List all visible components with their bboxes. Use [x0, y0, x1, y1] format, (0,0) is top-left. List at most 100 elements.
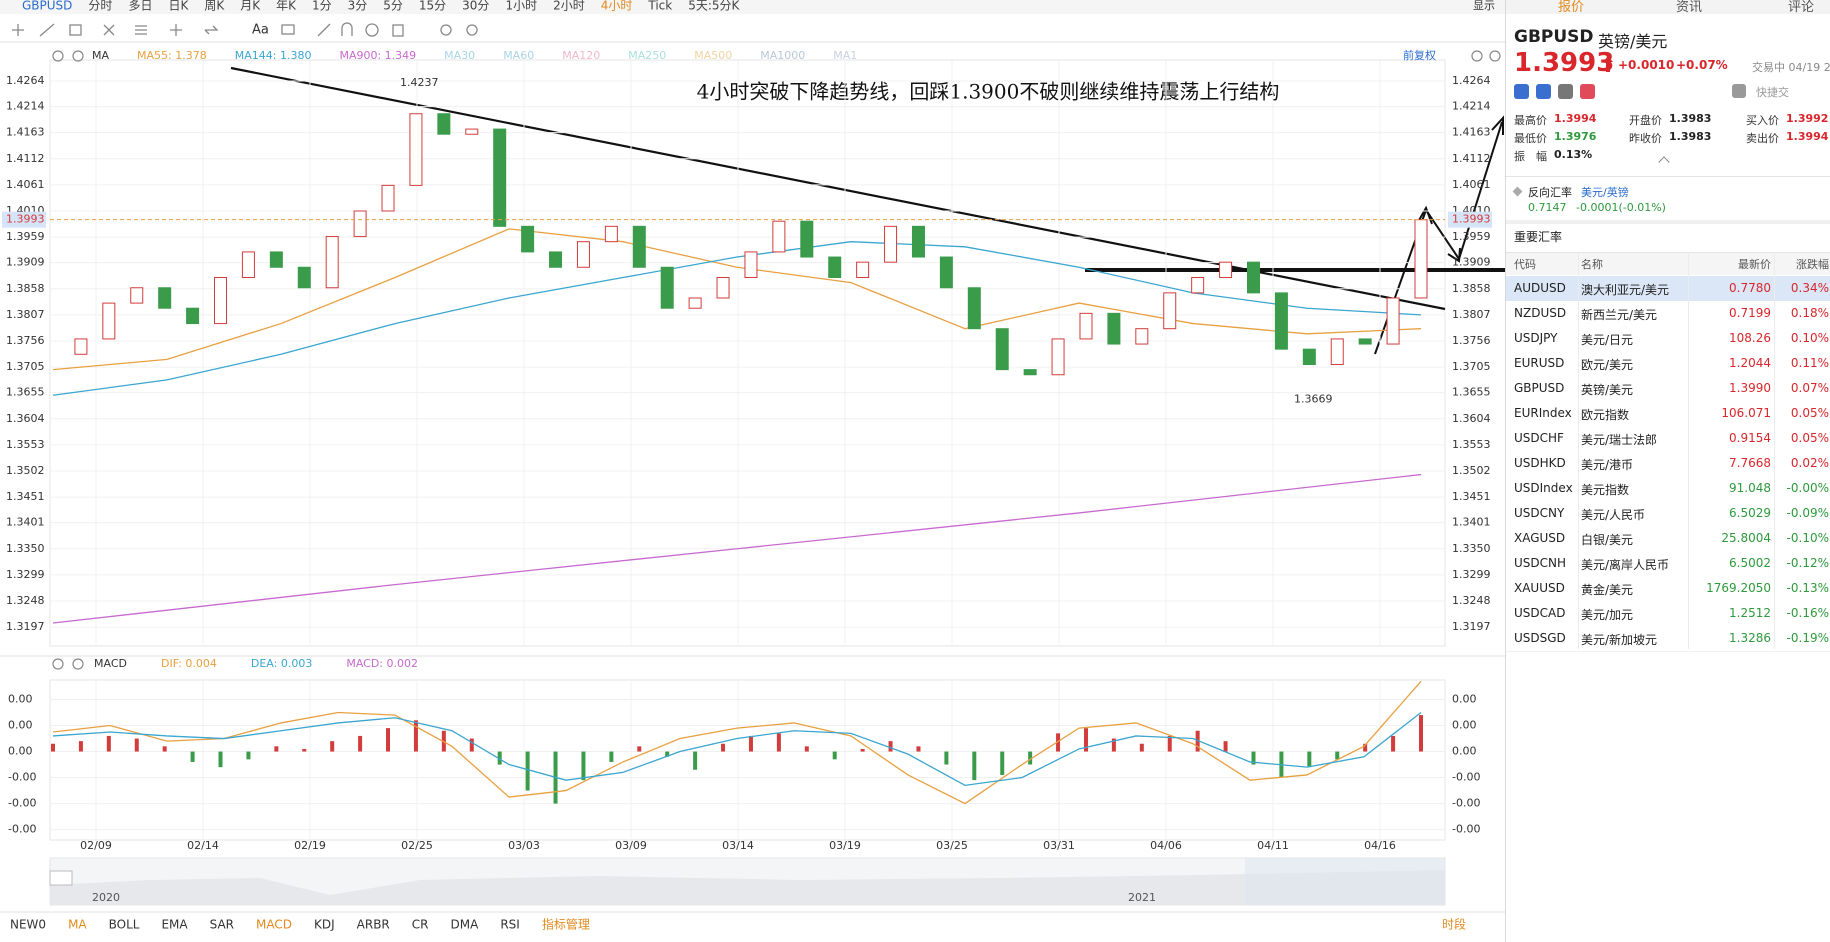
indicator-tab[interactable]: BOLL — [109, 918, 140, 932]
bell-icon[interactable] — [1732, 84, 1746, 98]
period-button[interactable]: 周K — [204, 0, 225, 13]
y-tick-label-right: -0.00 — [1452, 771, 1480, 784]
macd-bar — [1167, 735, 1172, 752]
reverse-pair[interactable]: 美元/英镑 — [1581, 186, 1629, 199]
period-button[interactable]: 5分 — [383, 0, 403, 13]
ma-legend[interactable]: MA120 — [562, 49, 600, 62]
ma-legend[interactable]: MA900: 1.349 — [339, 49, 416, 62]
display-menu[interactable]: 显示 — [1473, 0, 1495, 12]
period-button[interactable]: 15分 — [419, 0, 446, 13]
ma-legend[interactable]: MA144: 1.380 — [235, 49, 312, 62]
indicator-tab[interactable]: SAR — [210, 918, 234, 932]
action-icon[interactable] — [1558, 84, 1573, 99]
table-row[interactable] — [1506, 451, 1830, 477]
panel-controls[interactable] — [52, 50, 1501, 670]
drawing-tools[interactable] — [12, 22, 478, 37]
y-tick-label: 0.00 — [8, 719, 33, 732]
ma-legend[interactable]: MA — [92, 49, 109, 62]
period-button[interactable]: 多日 — [128, 0, 152, 13]
ma-legend[interactable]: MA250 — [628, 49, 666, 62]
code: AUDUSD — [1514, 281, 1566, 295]
panel-tab[interactable]: 资讯 — [1676, 0, 1703, 15]
indicator-tab[interactable]: NEW0 — [10, 918, 46, 932]
indicator-tab[interactable]: RSI — [500, 918, 520, 932]
macd-legend[interactable]: MACD — [94, 657, 127, 670]
ma-legend[interactable]: MA1 — [833, 49, 857, 62]
period-button[interactable]: 月K — [240, 0, 261, 13]
macd-legend[interactable]: MACD: 0.002 — [346, 657, 418, 670]
action-icon[interactable] — [1536, 84, 1551, 99]
y-tick-label: 1.3248 — [6, 594, 45, 607]
table-row[interactable] — [1506, 401, 1830, 427]
indicator-tab[interactable]: 指标管理 — [542, 917, 590, 932]
status: 交易中 04/19 22:15( — [1752, 61, 1830, 74]
indicator-tab[interactable]: DMA — [451, 918, 480, 932]
period-button[interactable]: Tick — [647, 0, 672, 13]
table-row[interactable] — [1506, 626, 1830, 652]
symbol: GBPUSD — [1514, 27, 1594, 47]
y-tick-label-right: -0.00 — [1452, 823, 1480, 836]
period-button[interactable]: 2小时 — [553, 0, 585, 13]
action-icon[interactable] — [1514, 84, 1529, 99]
y-tick-label: 1.4214 — [6, 100, 45, 113]
indicator-tab[interactable]: KDJ — [314, 918, 335, 932]
indicator-tab[interactable]: CR — [412, 918, 429, 932]
candle — [297, 266, 311, 289]
period-button[interactable]: 1分 — [312, 0, 332, 13]
ma-legend[interactable]: MA55: 1.378 — [137, 49, 207, 62]
divider — [1506, 220, 1830, 224]
indicator-tab[interactable]: EMA — [161, 918, 188, 932]
table-row[interactable] — [1506, 301, 1830, 327]
panel-tab[interactable]: 报价 — [1558, 0, 1585, 15]
ma-legend[interactable]: MA60 — [503, 49, 534, 62]
action-icon[interactable] — [1580, 84, 1595, 99]
macd-legend[interactable]: DIF: 0.004 — [161, 657, 217, 670]
font-tool[interactable]: Aa — [252, 23, 269, 38]
indicator-tab[interactable]: MA — [68, 918, 87, 932]
x-tick-label: 03/25 — [936, 839, 968, 852]
table-row[interactable] — [1506, 376, 1830, 402]
period-button[interactable]: 3分 — [348, 0, 368, 13]
y-tick-label-right: 1.4214 — [1452, 100, 1491, 113]
period-button[interactable]: GBPUSD — [22, 0, 72, 13]
pair-name: 黄金/美元 — [1581, 583, 1634, 597]
period-button[interactable]: 4小时 — [601, 0, 633, 13]
macd-bar — [665, 751, 670, 757]
candle — [884, 225, 898, 263]
macd-bar — [386, 728, 391, 752]
pair-name: 英镑/美元 — [1581, 383, 1634, 397]
macd-line — [52, 680, 1422, 805]
x-tick-label: 02/25 — [401, 839, 433, 852]
navigator-window[interactable] — [1245, 858, 1445, 905]
panel-tab[interactable]: 评论 — [1788, 0, 1815, 15]
period-button[interactable]: 日K — [168, 0, 189, 13]
macd-legend[interactable]: DEA: 0.003 — [251, 657, 312, 670]
period-button[interactable]: 5天:5分K — [688, 0, 740, 13]
last-price: 6.5029 — [1729, 506, 1771, 520]
period-button[interactable]: 1小时 — [505, 0, 537, 13]
y-tick-label: 1.3959 — [6, 230, 45, 243]
table-row[interactable] — [1506, 551, 1830, 577]
adjust-label[interactable]: 前复权 — [1403, 48, 1436, 62]
y-tick-label: 0.00 — [8, 745, 33, 758]
period-button[interactable]: 年K — [276, 0, 297, 13]
session-button[interactable]: 时段 — [1442, 917, 1466, 932]
macd-line — [52, 712, 1422, 787]
y-tick-label: 1.3350 — [6, 542, 45, 555]
candle — [353, 210, 367, 238]
column-header: 涨跌幅 — [1796, 258, 1829, 271]
period-button[interactable]: 分时 — [88, 0, 112, 13]
indicator-tab[interactable]: MACD — [256, 918, 292, 932]
navigator-handle[interactable] — [49, 870, 73, 886]
table-row[interactable] — [1506, 576, 1830, 602]
ma-legend[interactable]: MA30 — [444, 49, 475, 62]
chevron[interactable] — [1658, 156, 1670, 168]
quick-trade[interactable]: 快捷交 — [1756, 86, 1789, 99]
candle — [1051, 338, 1065, 376]
macd-bar — [888, 741, 893, 752]
ma-legend[interactable]: MA1000 — [760, 49, 805, 62]
y-tick-label: 1.4163 — [6, 126, 45, 139]
ma-legend[interactable]: MA500 — [694, 49, 732, 62]
period-button[interactable]: 30分 — [462, 0, 489, 13]
indicator-tab[interactable]: ARBR — [357, 918, 390, 932]
